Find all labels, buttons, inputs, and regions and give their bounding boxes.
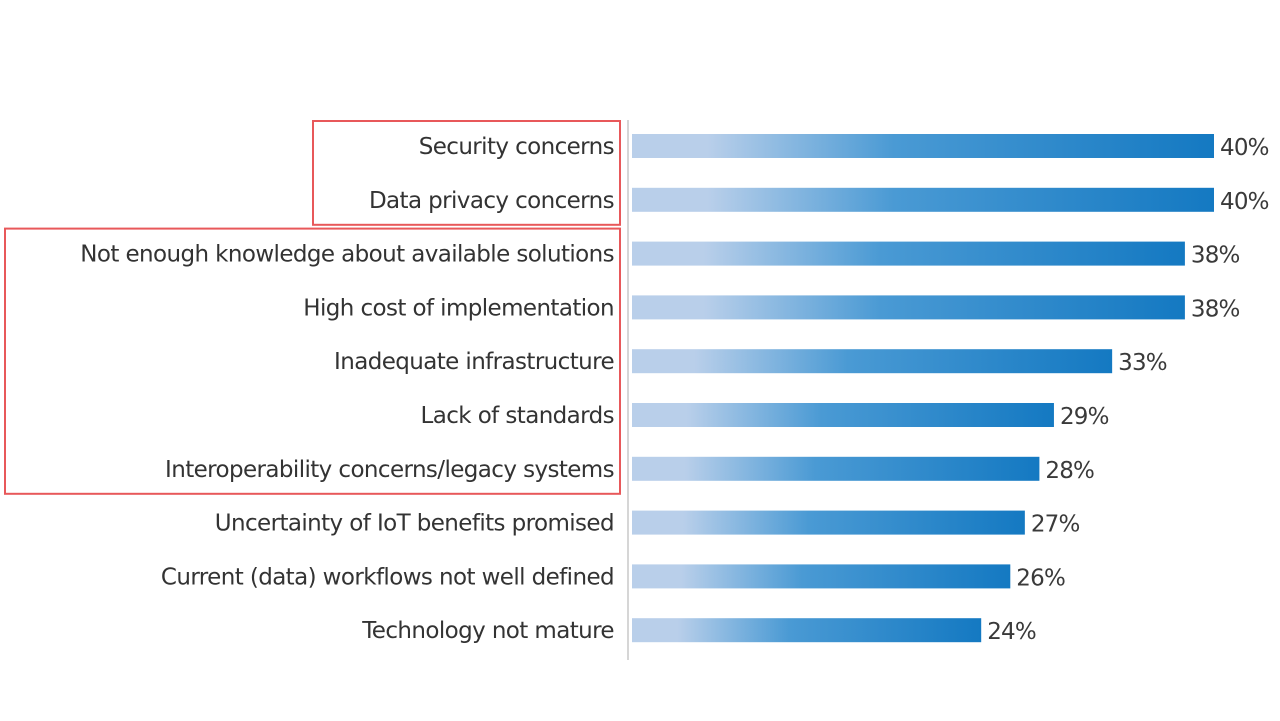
highlight-boxes <box>4 120 621 495</box>
bar-row: Security concerns 40% <box>419 134 1270 161</box>
bar <box>632 349 1113 374</box>
highlight-box <box>312 120 621 226</box>
bar-row: Technology not mature 24% <box>361 618 1037 645</box>
bar <box>632 403 1054 427</box>
bar-rows: Security concerns 40%Data privacy concern… <box>80 134 1270 645</box>
category-label: Uncertainty of IoT benefits promised <box>215 511 614 537</box>
bar <box>632 241 1185 266</box>
value-label: 40% <box>1220 189 1269 215</box>
category-label: Security concerns <box>419 134 614 160</box>
value-label: 38% <box>1191 243 1240 269</box>
bar <box>632 510 1025 535</box>
bar-row: Inadequate infrastructure 33% <box>334 349 1168 376</box>
value-label: 28% <box>1045 458 1094 484</box>
category-label: High cost of implementation <box>303 295 614 321</box>
category-label: Data privacy concerns <box>369 188 614 214</box>
bar-row: Lack of standards 29% <box>421 403 1109 430</box>
bar <box>632 456 1040 481</box>
bar-row: Data privacy concerns 40% <box>369 187 1270 215</box>
value-label: 33% <box>1118 350 1167 376</box>
value-label: 24% <box>987 619 1036 645</box>
bar <box>632 187 1214 212</box>
value-label: 40% <box>1220 135 1269 161</box>
bar-row: High cost of implementation 38% <box>303 295 1240 322</box>
category-label: Interoperability concerns/legacy systems <box>165 457 614 483</box>
bar <box>632 564 1011 589</box>
highlight-box <box>4 227 621 495</box>
category-label: Technology not mature <box>361 618 614 644</box>
category-label: Lack of standards <box>421 403 614 429</box>
bar-row: Current (data) workflows not well define… <box>161 564 1066 591</box>
value-label: 29% <box>1060 404 1109 430</box>
bar-row: Interoperability concerns/legacy systems… <box>165 456 1095 484</box>
value-label: 27% <box>1031 512 1080 538</box>
bar-row: Not enough knowledge about available sol… <box>80 241 1240 269</box>
category-label: Inadequate infrastructure <box>334 349 614 375</box>
value-label: 26% <box>1016 565 1065 591</box>
bar <box>632 295 1185 320</box>
category-label: Not enough knowledge about available sol… <box>80 242 614 268</box>
value-label: 38% <box>1191 296 1240 322</box>
bar <box>632 134 1214 158</box>
category-label: Current (data) workflows not well define… <box>161 564 614 590</box>
bar-row: Uncertainty of IoT benefits promised 27% <box>215 510 1081 538</box>
bar <box>632 618 982 643</box>
